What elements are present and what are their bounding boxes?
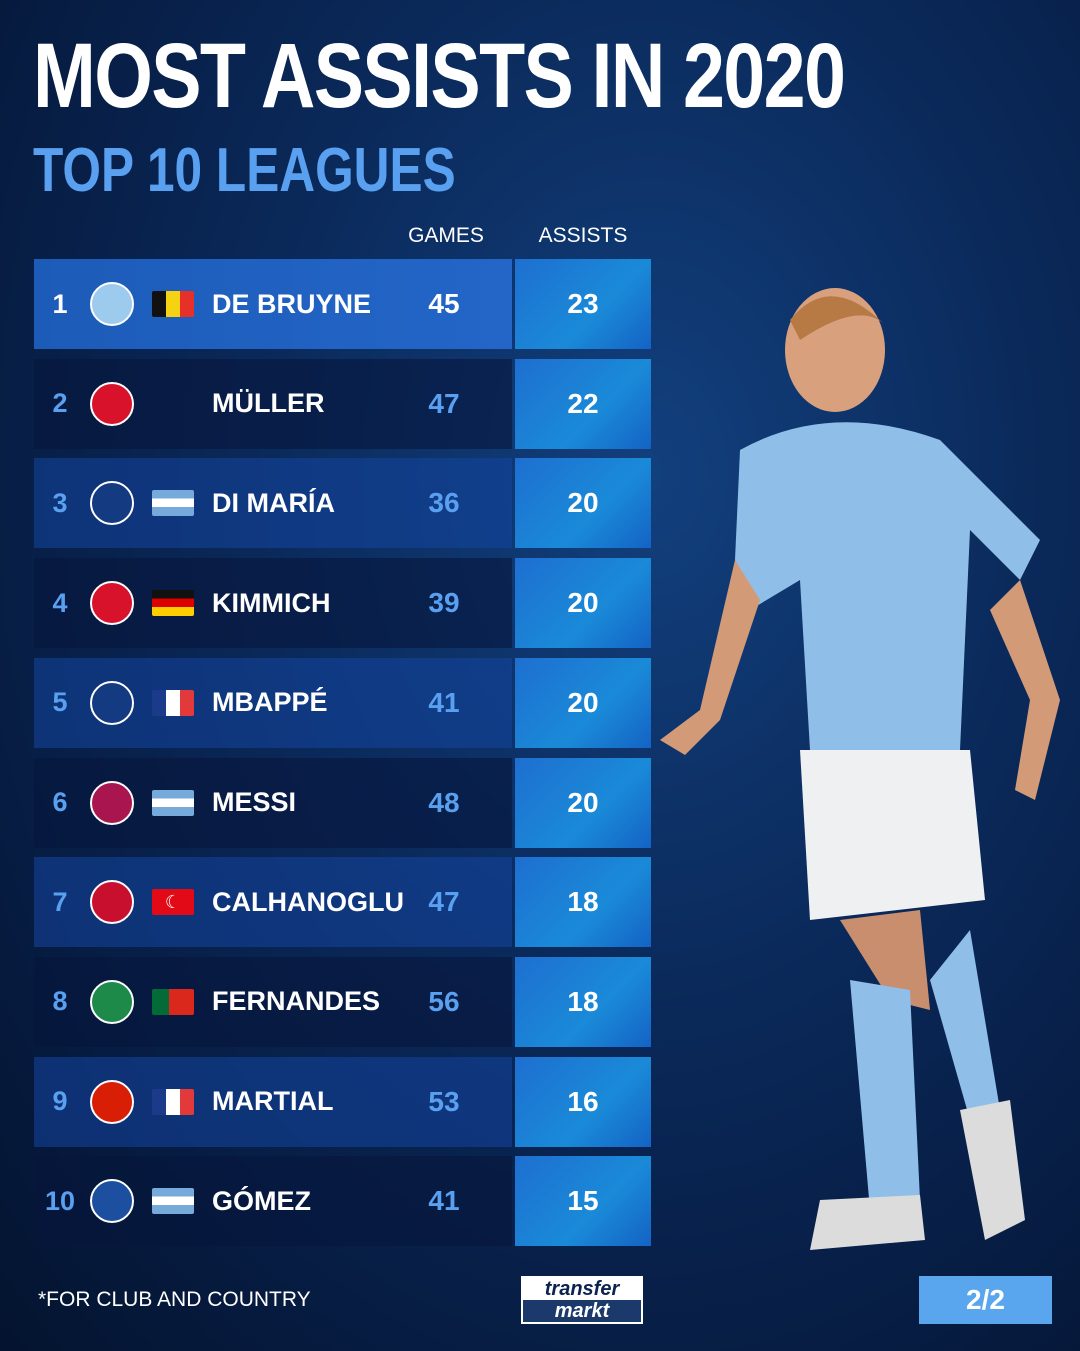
player-name: DE BRUYNE: [212, 288, 372, 319]
player-name: FERNANDES: [212, 986, 381, 1017]
table-row: 1 DE BRUYNE 45: [34, 259, 512, 349]
table-row: 8 FERNANDES 56: [34, 956, 512, 1047]
rank: 1: [52, 288, 68, 319]
club-crest-icon: [90, 1079, 134, 1124]
country-flag-icon: ☾: [152, 889, 194, 916]
table-row: 9 MARTIAL 53: [34, 1056, 512, 1147]
table-row: 7 ☾ CALHANOGLU 47: [34, 857, 512, 948]
assists-value: 20: [515, 458, 651, 549]
player-name: KIMMICH: [212, 587, 331, 618]
table-row: 10 GÓMEZ 41: [34, 1156, 512, 1247]
country-flag-icon: [152, 988, 194, 1015]
player-name: CALHANOGLU: [212, 886, 404, 917]
club-crest-icon: [90, 1179, 134, 1224]
assists-value: 15: [515, 1156, 651, 1247]
games-value: 48: [428, 786, 460, 818]
rank: 8: [52, 986, 68, 1017]
logo-line2: markt: [523, 1300, 641, 1322]
assists-value: 18: [515, 857, 651, 948]
assists-value: 20: [515, 757, 651, 848]
assists-value: 16: [515, 1056, 651, 1147]
games-value: 36: [428, 487, 460, 519]
country-flag-icon: [152, 291, 194, 317]
games-value: 41: [428, 1185, 460, 1217]
club-crest-icon: [90, 979, 134, 1024]
table-row: 5 MBAPPÉ 41: [34, 657, 512, 748]
page-title: MOST ASSISTS IN 2020: [33, 25, 846, 127]
player-name: MÜLLER: [212, 388, 325, 419]
assists-value: 22: [515, 358, 651, 449]
country-flag-icon: [152, 689, 194, 716]
club-crest-icon: [90, 481, 134, 526]
games-value: 47: [428, 886, 460, 918]
club-crest-icon: [90, 880, 134, 925]
games-value: 53: [428, 1085, 460, 1117]
assists-value: 18: [515, 956, 651, 1047]
club-crest-icon: [90, 381, 134, 426]
games-value: 45: [428, 288, 460, 319]
assists-value: 20: [515, 657, 651, 748]
player-name: DI MARÍA: [212, 487, 335, 518]
player-name: MARTIAL: [212, 1086, 334, 1117]
page-indicator: 2/2: [919, 1276, 1052, 1324]
rank: 6: [52, 787, 68, 817]
column-header-assists: ASSISTS: [538, 224, 628, 247]
club-crest-icon: [90, 680, 134, 725]
games-value: 41: [428, 686, 460, 718]
rank: 7: [52, 886, 68, 917]
transfermarkt-logo: transfer markt: [521, 1276, 643, 1324]
games-value: 39: [428, 587, 460, 619]
table-row: 6 MESSI 48: [34, 757, 512, 848]
rank: 3: [52, 487, 68, 518]
table-row: 2 MÜLLER 47: [34, 358, 512, 449]
page-subtitle: TOP 10 LEAGUES: [33, 136, 456, 205]
player-image: [660, 288, 1060, 1250]
rank: 10: [44, 1185, 76, 1216]
club-crest-icon: [90, 780, 134, 825]
assists-value: 23: [515, 259, 651, 349]
country-flag-icon: [152, 1088, 194, 1115]
player-name: MBAPPÉ: [212, 687, 328, 718]
player-name: GÓMEZ: [212, 1185, 311, 1216]
country-flag-icon: [152, 1188, 194, 1215]
table-row: 4 KIMMICH 39: [34, 558, 512, 649]
rank: 9: [52, 1086, 68, 1117]
games-value: 56: [428, 985, 460, 1017]
logo-line1: transfer: [544, 1278, 620, 1300]
table-row: 3 DI MARÍA 36: [34, 458, 512, 549]
footnote: *FOR CLUB AND COUNTRY: [38, 1288, 311, 1311]
assists-value: 20: [515, 558, 651, 649]
country-flag-icon: [152, 789, 194, 816]
country-flag-icon: [152, 490, 194, 517]
rank: 4: [52, 587, 68, 618]
player-name: MESSI: [212, 787, 297, 817]
club-crest-icon: [90, 581, 134, 626]
rank: 5: [52, 687, 68, 718]
country-flag-icon: [152, 590, 194, 617]
games-value: 47: [428, 387, 460, 419]
rank: 2: [52, 388, 68, 419]
club-crest-icon: [90, 282, 134, 326]
column-header-games: GAMES: [408, 224, 484, 247]
